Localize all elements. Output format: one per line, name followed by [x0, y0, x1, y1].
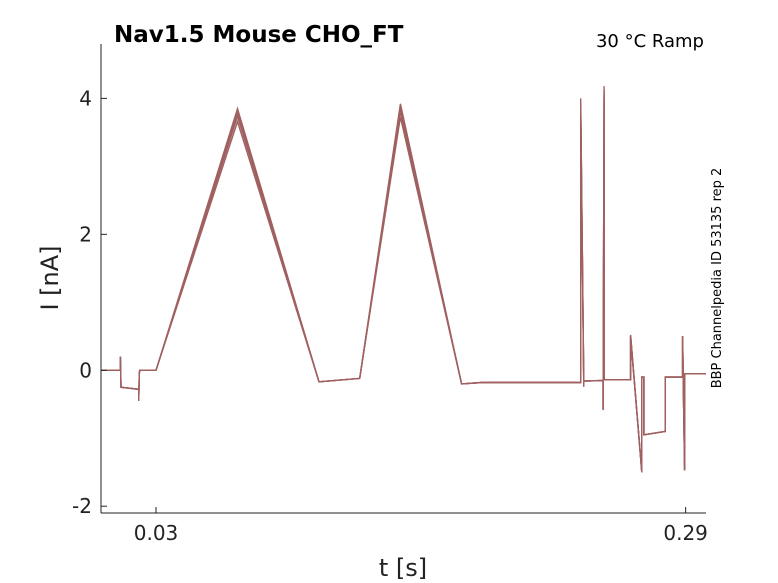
- trace-4: [101, 100, 706, 473]
- x-axis-label: t [s]: [379, 554, 427, 582]
- y-tick-label: -2: [72, 494, 92, 518]
- y-axis-label: I [nA]: [36, 245, 64, 310]
- y-tick-label: 4: [79, 86, 92, 110]
- chart-subtitle: 30 °C Ramp: [596, 31, 704, 52]
- y-tick-label: 2: [79, 222, 92, 246]
- trace-2: [101, 90, 706, 473]
- y-tick-label: 0: [79, 358, 92, 382]
- x-ticks: 0.03 0.29: [134, 507, 708, 545]
- trace-1: [101, 86, 706, 473]
- side-label: BBP Channelpedia ID 53135 rep 2: [710, 168, 725, 389]
- x-tick-label: 0.03: [134, 521, 179, 545]
- chart-title: Nav1.5 Mouse CHO_FT: [114, 22, 404, 48]
- y-ticks: -2 0 2 4: [72, 86, 107, 518]
- trace-3: [101, 94, 706, 473]
- plot-traces: [101, 86, 706, 473]
- x-tick-label: 0.29: [663, 521, 708, 545]
